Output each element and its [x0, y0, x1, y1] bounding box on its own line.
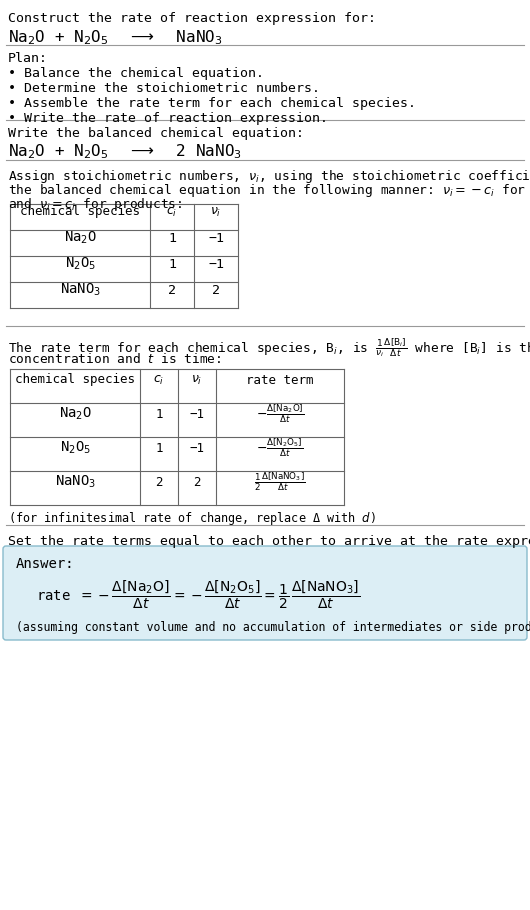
Text: • Write the rate of reaction expression.: • Write the rate of reaction expression.	[8, 112, 328, 125]
Text: rate term: rate term	[246, 373, 314, 387]
Text: N$_2$O$_5$: N$_2$O$_5$	[65, 256, 95, 272]
Text: NaNO$_3$: NaNO$_3$	[59, 282, 101, 298]
Text: Set the rate terms equal to each other to arrive at the rate expression:: Set the rate terms equal to each other t…	[8, 535, 530, 548]
Text: $c_i$: $c_i$	[153, 373, 165, 387]
Text: NaNO$_3$: NaNO$_3$	[55, 474, 95, 490]
Text: −1: −1	[190, 441, 205, 454]
Text: 2: 2	[193, 476, 201, 489]
Text: and $\nu_i = c_i$ for products:: and $\nu_i = c_i$ for products:	[8, 196, 182, 213]
Text: 2: 2	[212, 284, 220, 297]
Text: 2: 2	[155, 476, 163, 489]
FancyBboxPatch shape	[3, 546, 527, 640]
Text: $\frac{1}{2}\frac{\Delta[\mathrm{NaNO_3}]}{\Delta t}$: $\frac{1}{2}\frac{\Delta[\mathrm{NaNO_3}…	[254, 470, 306, 493]
Text: $c_i$: $c_i$	[166, 206, 178, 218]
Text: (assuming constant volume and no accumulation of intermediates or side products): (assuming constant volume and no accumul…	[16, 621, 530, 634]
Text: Na$_2$O: Na$_2$O	[58, 406, 92, 422]
Text: −1: −1	[208, 231, 224, 245]
Text: Assign stoichiometric numbers, $\nu_i$, using the stoichiometric coefficients, $: Assign stoichiometric numbers, $\nu_i$, …	[8, 168, 530, 185]
Text: Na$_2$O: Na$_2$O	[64, 230, 96, 247]
Text: $-\frac{\Delta[\mathrm{Na_2O}]}{\Delta t}$: $-\frac{\Delta[\mathrm{Na_2O}]}{\Delta t…	[256, 402, 304, 425]
Text: Plan:: Plan:	[8, 52, 48, 65]
Text: 1: 1	[168, 258, 176, 270]
Text: −1: −1	[190, 408, 205, 420]
Text: chemical species: chemical species	[20, 206, 140, 218]
Text: 2: 2	[168, 284, 176, 297]
Text: 1: 1	[155, 441, 163, 454]
Text: rate $= -\dfrac{\Delta[\mathrm{Na_2O}]}{\Delta t} = -\dfrac{\Delta[\mathrm{N_2O_: rate $= -\dfrac{\Delta[\mathrm{Na_2O}]}{…	[36, 579, 360, 612]
Text: Na$_2$O + N$_2$O$_5$  $\longrightarrow$  2 NaNO$_3$: Na$_2$O + N$_2$O$_5$ $\longrightarrow$ 2…	[8, 142, 242, 161]
Text: 1: 1	[155, 408, 163, 420]
Text: $\nu_i$: $\nu_i$	[210, 206, 222, 218]
Text: • Balance the chemical equation.: • Balance the chemical equation.	[8, 67, 264, 80]
Text: $\nu_i$: $\nu_i$	[191, 373, 202, 387]
Text: chemical species: chemical species	[15, 373, 135, 387]
Text: Construct the rate of reaction expression for:: Construct the rate of reaction expressio…	[8, 12, 376, 25]
Text: Write the balanced chemical equation:: Write the balanced chemical equation:	[8, 127, 304, 140]
Text: 1: 1	[168, 231, 176, 245]
Text: N$_2$O$_5$: N$_2$O$_5$	[59, 440, 91, 456]
Text: • Determine the stoichiometric numbers.: • Determine the stoichiometric numbers.	[8, 82, 320, 95]
Text: Na$_2$O + N$_2$O$_5$  $\longrightarrow$  NaNO$_3$: Na$_2$O + N$_2$O$_5$ $\longrightarrow$ N…	[8, 28, 223, 46]
Text: (for infinitesimal rate of change, replace Δ with $d$): (for infinitesimal rate of change, repla…	[8, 510, 376, 527]
Text: Answer:: Answer:	[16, 557, 75, 571]
Text: • Assemble the rate term for each chemical species.: • Assemble the rate term for each chemic…	[8, 97, 416, 110]
Text: −1: −1	[208, 258, 224, 270]
Text: $-\frac{\Delta[\mathrm{N_2O_5}]}{\Delta t}$: $-\frac{\Delta[\mathrm{N_2O_5}]}{\Delta …	[257, 437, 304, 460]
Text: the balanced chemical equation in the following manner: $\nu_i = -c_i$ for react: the balanced chemical equation in the fo…	[8, 182, 530, 199]
Text: The rate term for each chemical species, B$_i$, is $\frac{1}{\nu_i}\frac{\Delta[: The rate term for each chemical species,…	[8, 336, 530, 359]
Text: concentration and $t$ is time:: concentration and $t$ is time:	[8, 352, 222, 366]
